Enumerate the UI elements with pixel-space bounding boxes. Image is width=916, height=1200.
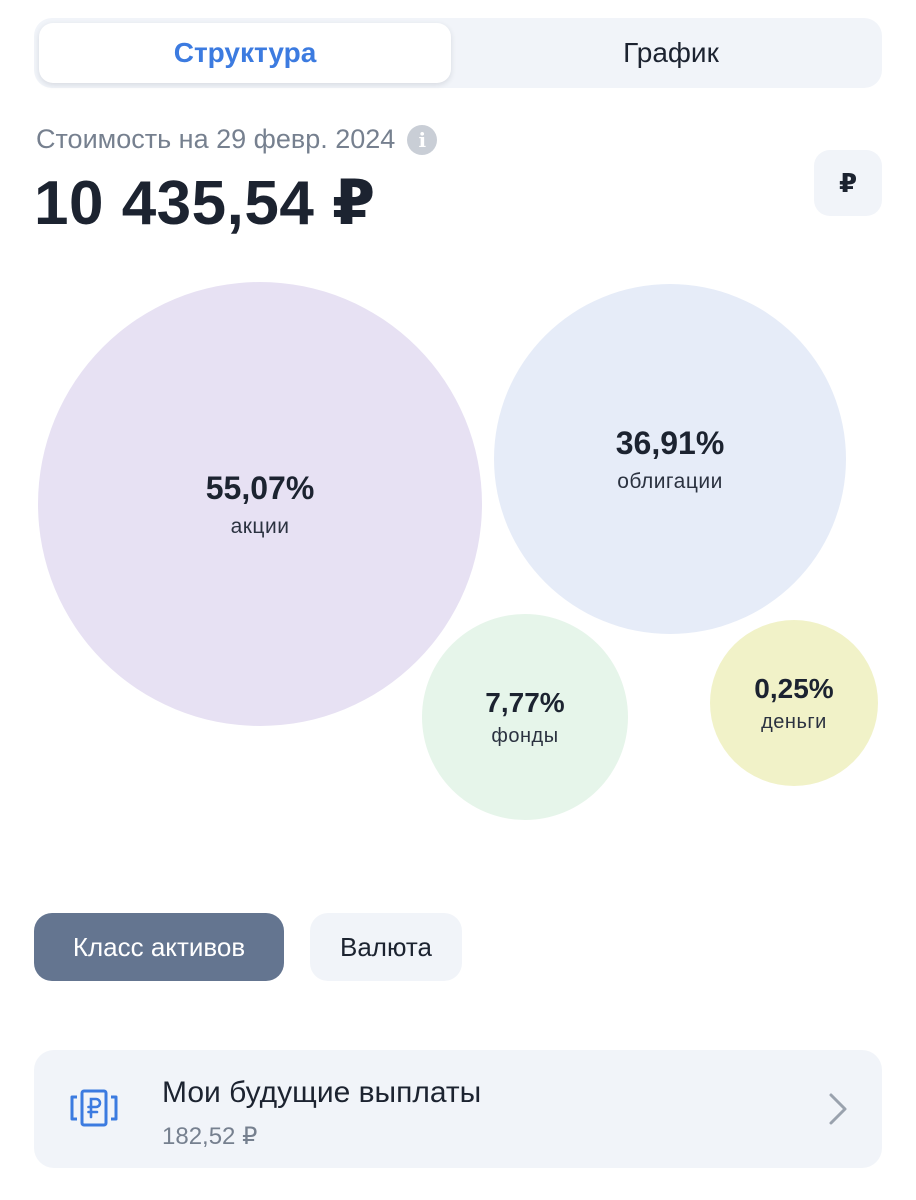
chevron-right-icon xyxy=(829,1093,847,1125)
info-icon[interactable]: i xyxy=(407,124,438,155)
tab-chart[interactable]: График xyxy=(623,37,719,68)
bubble-label: облигации xyxy=(617,469,723,493)
future-payments-card[interactable]: Мои будущие выплаты 182,52 ₽ xyxy=(34,1050,882,1168)
portfolio-total-value: 10 435,54 ₽ xyxy=(34,169,376,238)
bubble-label: акции xyxy=(230,514,290,538)
future-payments-title: Мои будущие выплаты xyxy=(162,1076,482,1109)
bubble-stocks[interactable]: 55,07% акции xyxy=(38,282,482,726)
view-switcher: Структура График xyxy=(34,18,882,88)
bubble-percent: 7,77% xyxy=(485,686,565,718)
filter-currency-button[interactable]: Валюта xyxy=(310,913,462,981)
value-caption: Стоимость на 29 февр. 2024 i xyxy=(36,124,438,155)
bubble-percent: 0,25% xyxy=(754,672,834,704)
ruble-banknote-icon xyxy=(70,1089,118,1127)
bubble-percent: 55,07% xyxy=(205,469,315,506)
bubble-percent: 36,91% xyxy=(615,424,725,461)
bubble-label: деньги xyxy=(761,710,827,733)
bubble-label: фонды xyxy=(491,724,559,747)
bubble-bonds[interactable]: 36,91% облигации xyxy=(494,284,846,634)
currency-button[interactable]: ₽ xyxy=(814,150,882,216)
filter-asset-class-button[interactable]: Класс активов xyxy=(34,913,284,981)
value-date-label: Стоимость на 29 февр. 2024 xyxy=(36,124,396,154)
future-payments-amount: 182,52 ₽ xyxy=(162,1123,258,1150)
bubble-cash[interactable]: 0,25% деньги xyxy=(710,620,878,786)
bubble-funds[interactable]: 7,77% фонды xyxy=(422,614,628,820)
tab-structure[interactable]: Структура xyxy=(39,23,451,83)
